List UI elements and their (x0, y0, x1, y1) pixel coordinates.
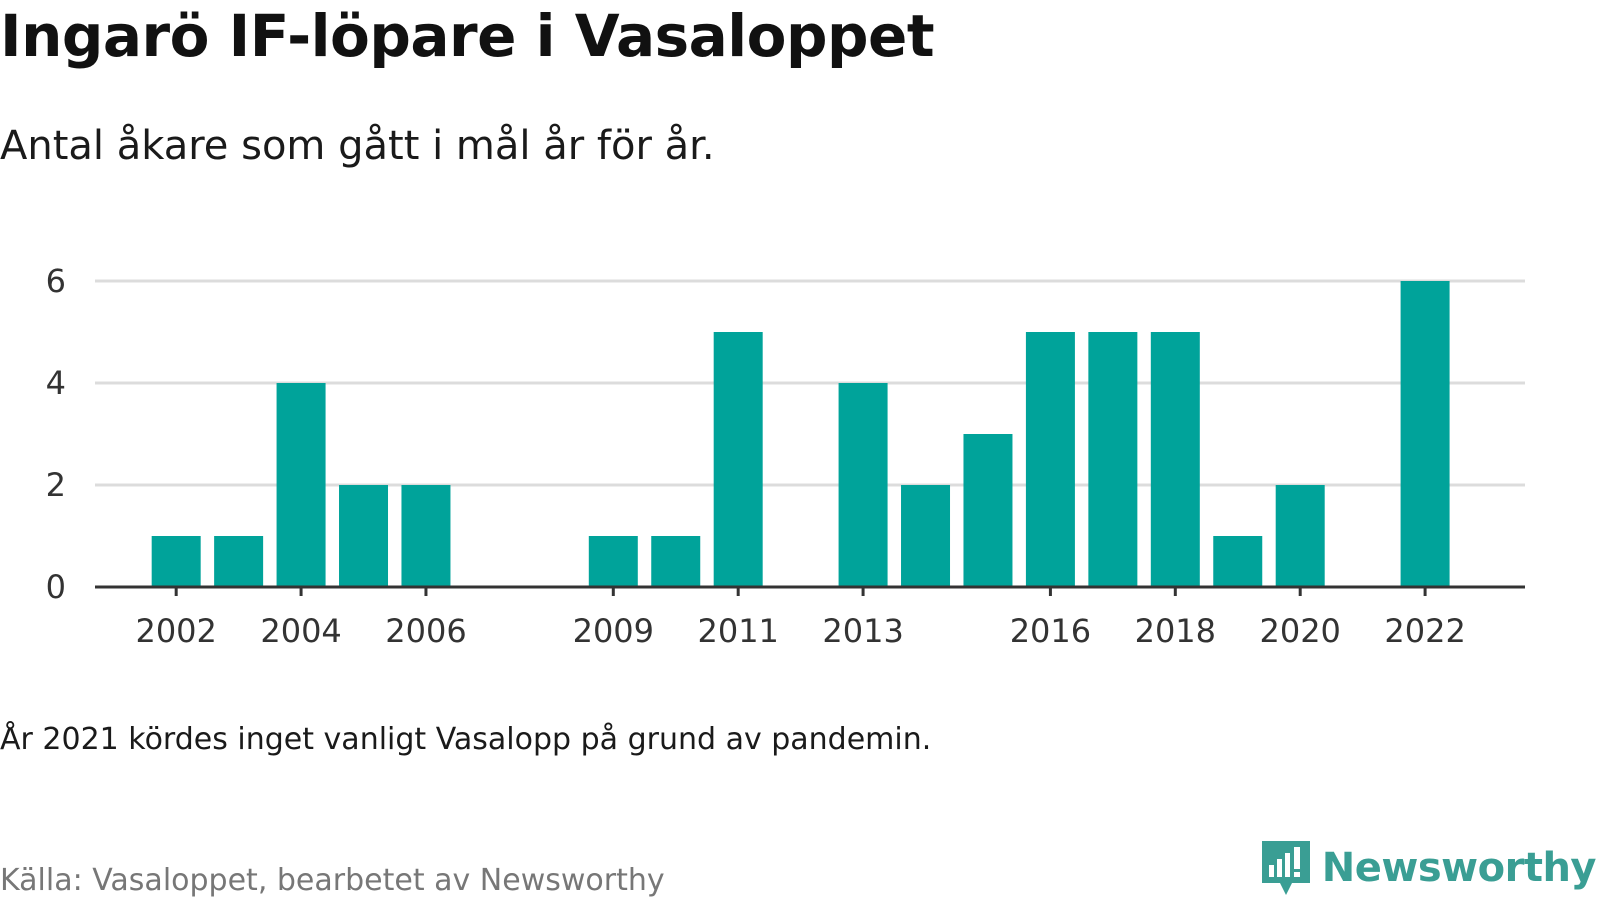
x-tick-label: 2022 (1384, 612, 1465, 650)
x-tick-label: 2006 (385, 612, 466, 650)
x-tick-label: 2018 (1135, 612, 1216, 650)
x-tick-label: 2009 (573, 612, 654, 650)
y-tick-label: 0 (46, 568, 66, 606)
bar-2018 (1150, 332, 1200, 587)
x-tick-label: 2013 (822, 612, 903, 650)
bar-2002 (151, 536, 201, 587)
bar-2004 (276, 383, 326, 587)
bar-2017 (1088, 332, 1138, 587)
x-tick-label: 2020 (1259, 612, 1340, 650)
chart-subtitle: Antal åkare som gått i mål år för år. (0, 123, 715, 169)
bar-2010 (651, 536, 701, 587)
chart-note: År 2021 kördes inget vanligt Vasalopp på… (0, 722, 932, 757)
newsworthy-logo-icon (1261, 841, 1310, 895)
source-text: Källa: Vasaloppet, bearbetet av Newswort… (0, 863, 665, 898)
brand-logo: Newsworthy (1260, 841, 1597, 895)
x-tick-label: 2011 (697, 612, 778, 650)
bar-2014 (901, 485, 951, 587)
bar-2005 (339, 485, 389, 587)
x-tick-label: 2002 (135, 612, 216, 650)
bar-2011 (713, 332, 763, 587)
brand-name: Newsworthy (1321, 845, 1597, 891)
y-tick-label: 2 (46, 466, 66, 504)
bar-2003 (214, 536, 264, 587)
y-tick-label: 6 (46, 262, 66, 300)
bar-2006 (401, 485, 451, 587)
y-tick-label: 4 (46, 364, 66, 402)
bar-2013 (838, 383, 888, 587)
chart-title: Ingarö IF-löpare i Vasaloppet (0, 2, 935, 70)
bar-2020 (1275, 485, 1325, 587)
bar-2009 (588, 536, 638, 587)
bar-chart: 0 2 4 6 2002 2004 2006 2009 2011 2013 2016 2018 2020… (46, 262, 1525, 650)
bar-2022 (1400, 281, 1450, 587)
bar-2015 (963, 434, 1013, 587)
x-tick-label: 2004 (260, 612, 341, 650)
bar-2016 (1025, 332, 1075, 587)
x-tick-label: 2016 (1010, 612, 1091, 650)
bar-2019 (1213, 536, 1263, 587)
